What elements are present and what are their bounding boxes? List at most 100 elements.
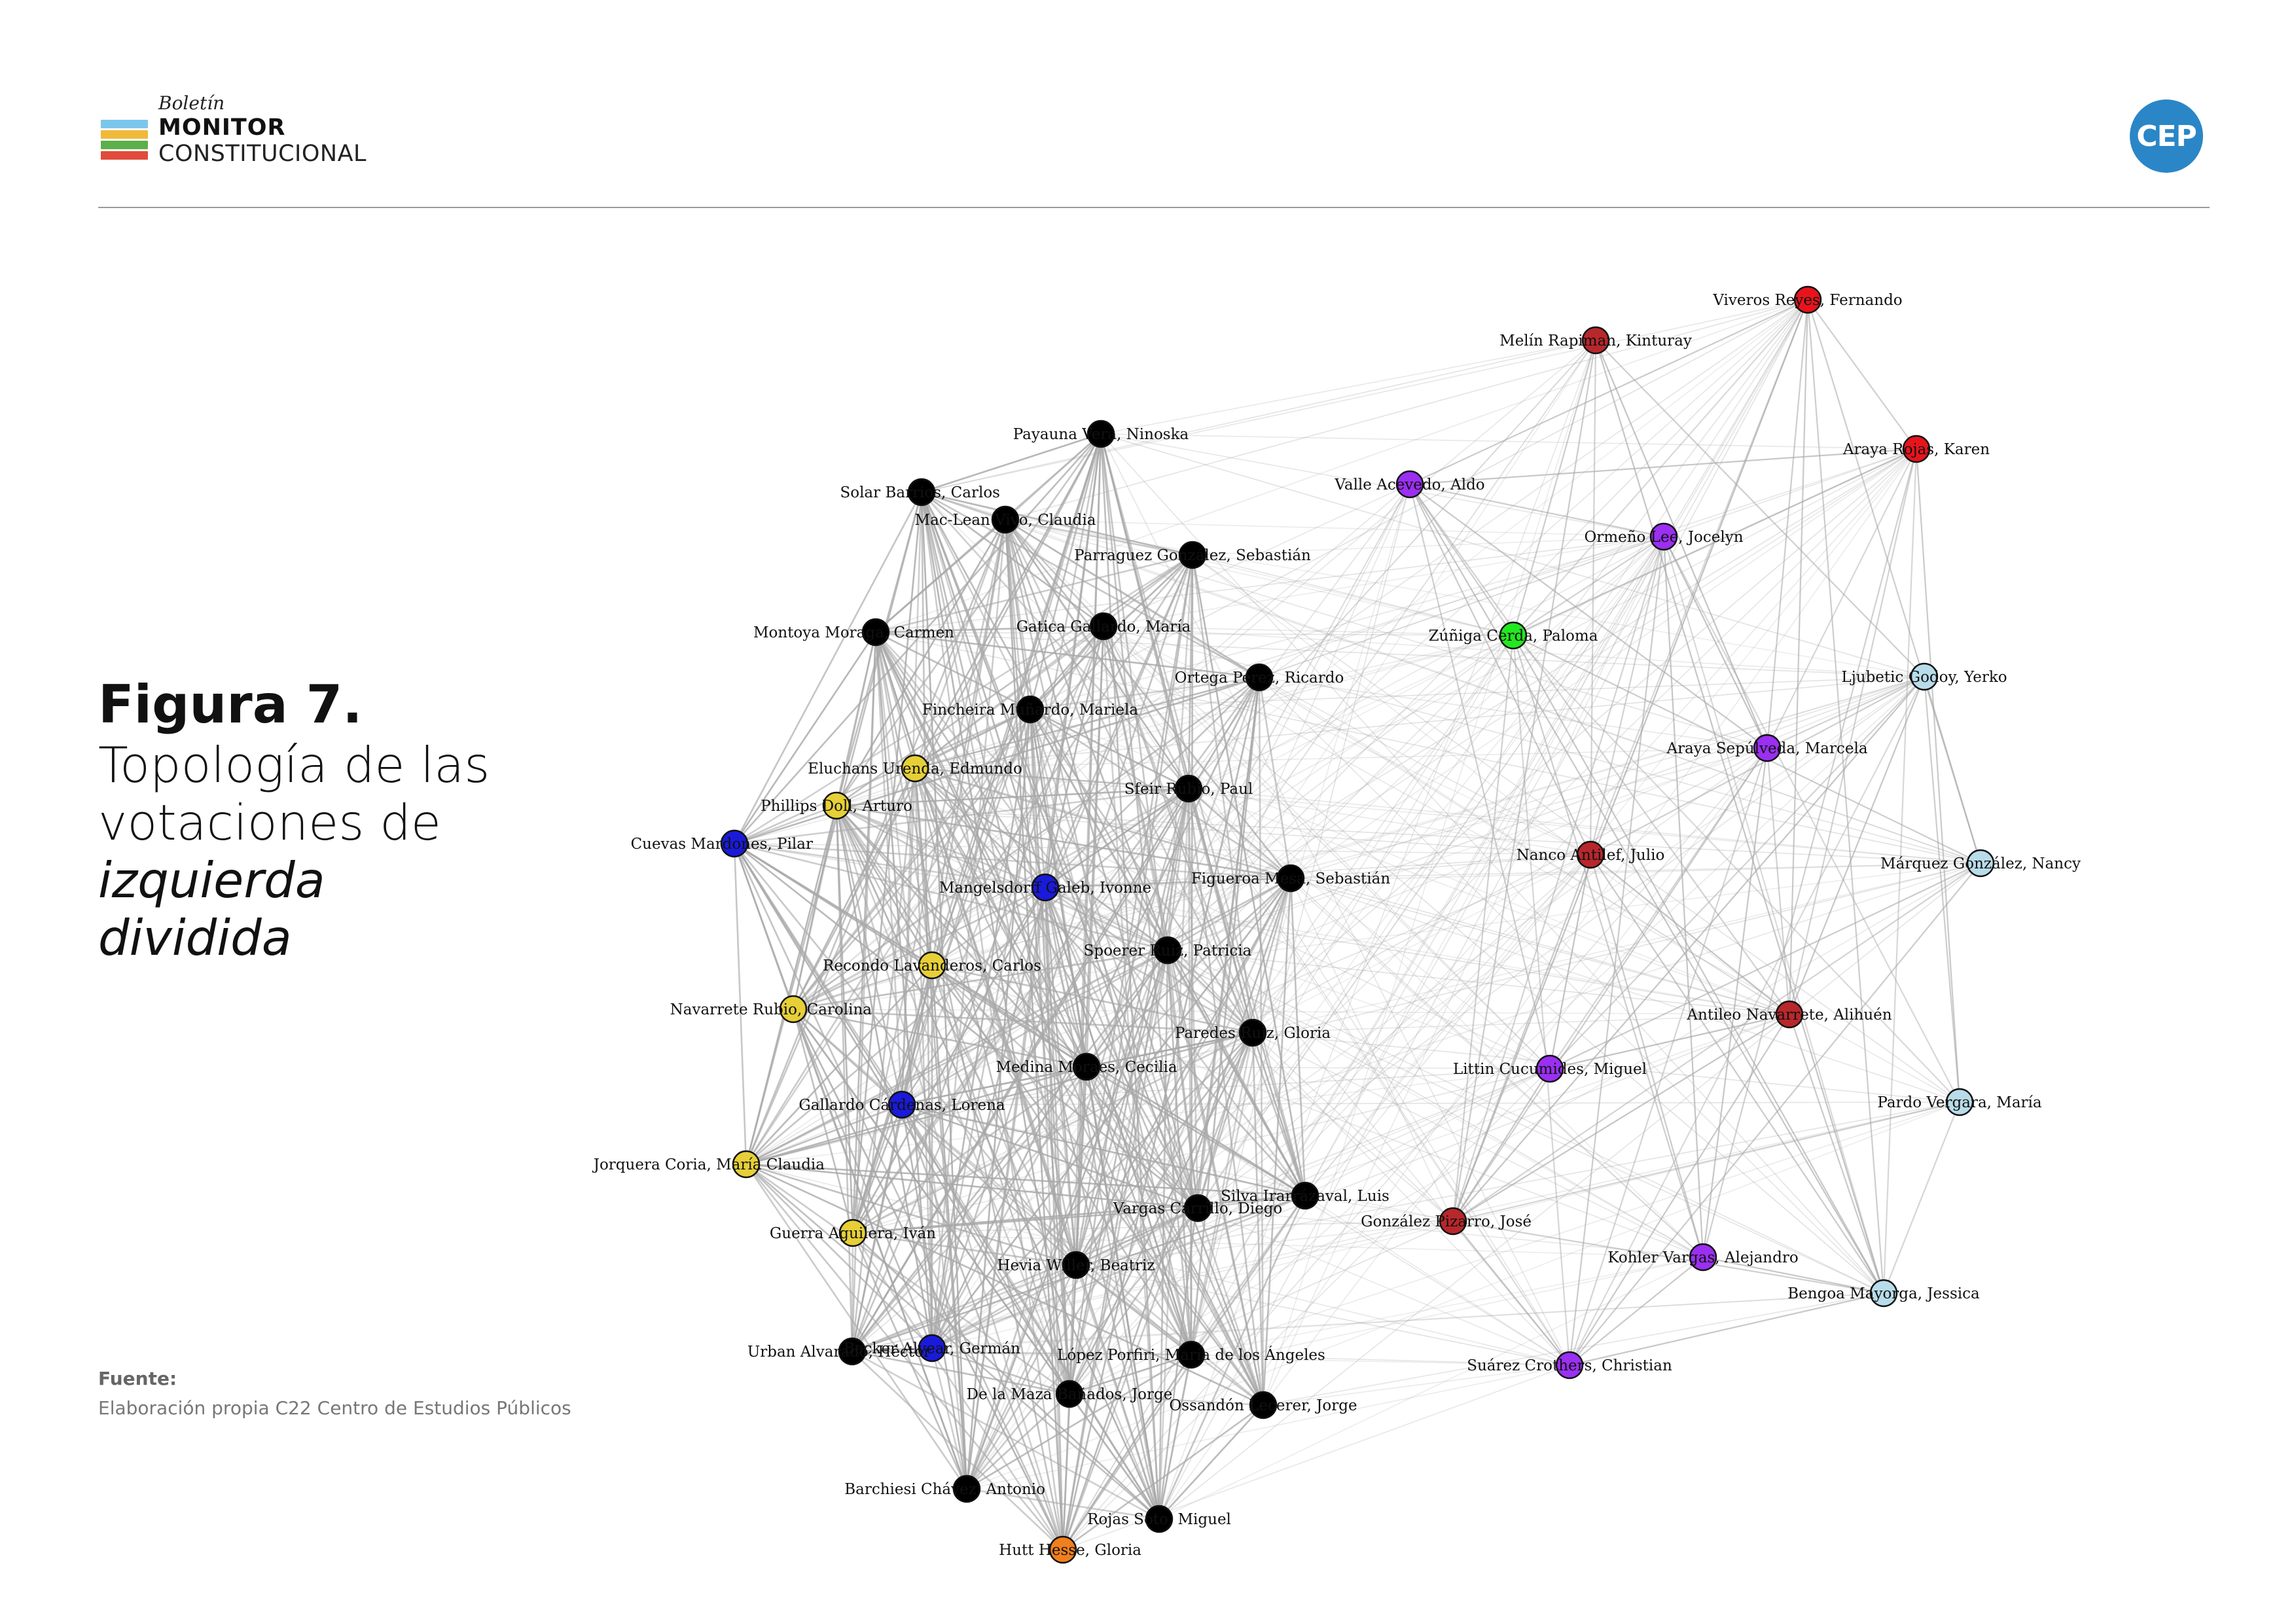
edge (1290, 448, 1917, 879)
node-arayas[interactable] (1753, 734, 1782, 762)
node-hevia[interactable] (1062, 1251, 1090, 1279)
edge (1103, 626, 1925, 677)
node-jorquera[interactable] (732, 1150, 761, 1179)
node-german[interactable] (918, 1334, 946, 1363)
node-bengoa[interactable] (1869, 1279, 1898, 1308)
node-kohler[interactable] (1689, 1243, 1717, 1272)
edge (745, 949, 1168, 1166)
node-mangelsdorff[interactable] (1031, 873, 1060, 902)
edge (1188, 788, 1551, 1069)
node-label-ortega: Ortega Perez, Ricardo (1175, 669, 1344, 687)
edge (793, 787, 1189, 1010)
node-rojas[interactable] (1145, 1505, 1174, 1533)
edge (931, 887, 1047, 1349)
node-antileo[interactable] (1775, 1000, 1804, 1029)
edge (1045, 677, 1260, 888)
node-label-delamaza: De la Maza Bañados, Jorge (967, 1386, 1173, 1403)
edge (875, 631, 1260, 679)
node-label-guerra: Guerra Aguilera, Iván (770, 1225, 936, 1242)
edge (1663, 536, 1960, 1103)
edge (1103, 626, 1591, 855)
edge (1409, 484, 1591, 855)
node-spoerer[interactable] (1153, 936, 1182, 965)
node-marquez[interactable] (1966, 849, 1995, 878)
node-melin[interactable] (1581, 326, 1610, 355)
edge (1549, 676, 1925, 1069)
edge (852, 1293, 1884, 1352)
node-phillips[interactable] (822, 791, 851, 820)
edge (792, 1008, 933, 1349)
node-littin[interactable] (1535, 1054, 1564, 1083)
edge (836, 805, 1087, 1067)
node-sfeir[interactable] (1174, 774, 1203, 803)
node-paredes[interactable] (1238, 1018, 1267, 1047)
node-solar[interactable] (907, 478, 936, 507)
edge (1595, 340, 1925, 677)
edge (931, 1068, 1551, 1349)
edge (836, 708, 1031, 807)
node-montoya[interactable] (861, 618, 890, 647)
source-label: Fuente: (98, 1368, 177, 1389)
edge (1513, 635, 1960, 1103)
node-urban[interactable] (838, 1337, 867, 1366)
edge (1259, 677, 1591, 855)
node-figueroa[interactable] (1276, 864, 1305, 893)
edge (1197, 536, 1664, 1209)
edge (745, 768, 916, 1165)
node-navarrete[interactable] (779, 995, 808, 1024)
node-ortega[interactable] (1245, 663, 1274, 692)
edge (1005, 519, 1790, 1015)
node-parraguez[interactable] (1178, 541, 1207, 569)
node-guerra[interactable] (838, 1219, 867, 1247)
node-vargasc[interactable] (1183, 1194, 1212, 1222)
node-ormeno[interactable] (1649, 522, 1678, 551)
header: Boletín MONITOR CONSTITUCIONAL CEP (0, 0, 2296, 216)
node-gatica[interactable] (1089, 612, 1118, 641)
edge (745, 519, 1007, 1165)
node-cuevas[interactable] (720, 829, 749, 858)
node-lopez[interactable] (1177, 1340, 1206, 1369)
node-fincheira[interactable] (1016, 695, 1045, 724)
node-label-ormeno: Ormeño Lee, Jocelyn (1584, 529, 1743, 546)
edge (1103, 626, 1514, 636)
node-maclean[interactable] (991, 505, 1020, 534)
node-barchiesi[interactable] (952, 1474, 981, 1503)
node-gallardo[interactable] (888, 1090, 916, 1119)
node-arayar[interactable] (1902, 435, 1931, 463)
node-label-valle: Valle Acevedo, Aldo (1334, 476, 1484, 493)
edge (1290, 878, 1704, 1258)
node-payauna[interactable] (1086, 419, 1115, 448)
node-ljubetic[interactable] (1910, 662, 1939, 691)
node-zuniga[interactable] (1499, 621, 1528, 650)
node-viveros[interactable] (1793, 285, 1822, 314)
edge (1187, 788, 1193, 1355)
node-delamaza[interactable] (1055, 1380, 1084, 1408)
node-pardo[interactable] (1945, 1088, 1974, 1116)
cep-logo-badge[interactable]: CEP (2130, 99, 2203, 173)
edge (1290, 878, 1454, 1222)
edge (1569, 1257, 1704, 1366)
node-recondo[interactable] (918, 951, 946, 980)
node-gonzalezp[interactable] (1439, 1207, 1467, 1236)
node-hutt[interactable] (1049, 1535, 1077, 1564)
node-medina[interactable] (1072, 1052, 1101, 1081)
edge (1452, 1220, 1884, 1294)
node-eluchans[interactable] (901, 754, 929, 783)
edge (1409, 484, 1884, 1294)
node-valle[interactable] (1395, 470, 1424, 499)
boletin-monitor-logo[interactable]: Boletín MONITOR CONSTITUCIONAL (98, 92, 412, 173)
edge (852, 1207, 1198, 1234)
edge (1085, 1066, 1160, 1520)
node-ossandon[interactable] (1249, 1391, 1278, 1419)
node-nanco[interactable] (1576, 840, 1605, 869)
edge (901, 1104, 1160, 1520)
edge (1197, 299, 1808, 1209)
node-suarez[interactable] (1555, 1351, 1584, 1380)
edge (1075, 635, 1514, 1266)
edge (1590, 854, 1884, 1294)
node-silva[interactable] (1291, 1181, 1319, 1210)
edge (745, 1164, 933, 1349)
edge (1075, 554, 1194, 1266)
edge (836, 805, 1198, 1209)
edge (1252, 635, 1514, 1033)
